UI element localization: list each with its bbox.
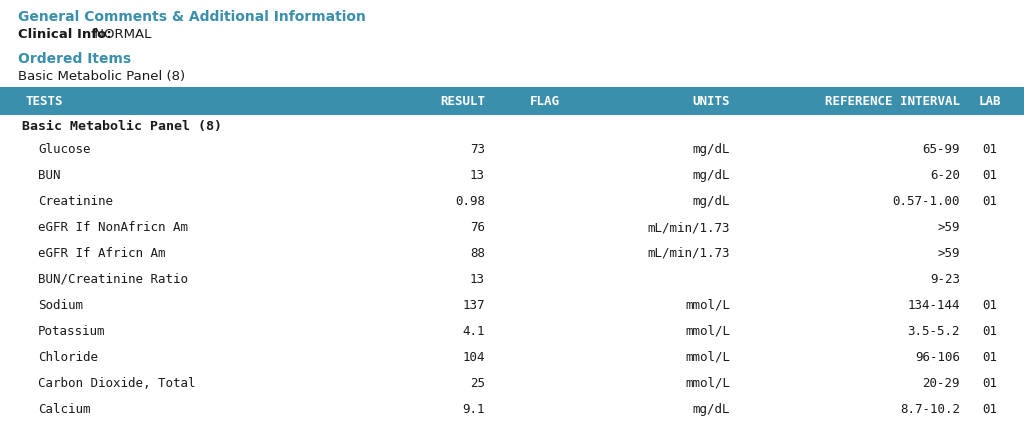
Text: Basic Metabolic Panel (8): Basic Metabolic Panel (8) — [18, 70, 185, 83]
Text: BUN/Creatinine Ratio: BUN/Creatinine Ratio — [38, 273, 188, 286]
Text: eGFR If Africn Am: eGFR If Africn Am — [38, 247, 166, 260]
Text: mg/dL: mg/dL — [692, 169, 730, 182]
Text: 104: 104 — [463, 351, 485, 364]
Text: >59: >59 — [938, 221, 961, 234]
Text: 65-99: 65-99 — [923, 143, 961, 156]
Text: REFERENCE INTERVAL: REFERENCE INTERVAL — [825, 95, 961, 107]
Text: mmol/L: mmol/L — [685, 377, 730, 390]
Text: >59: >59 — [938, 247, 961, 260]
Text: 01: 01 — [982, 299, 997, 312]
Text: 13: 13 — [470, 169, 485, 182]
Text: mmol/L: mmol/L — [685, 299, 730, 312]
Text: Ordered Items: Ordered Items — [18, 52, 131, 66]
Text: 01: 01 — [982, 325, 997, 338]
Text: 96-106: 96-106 — [915, 351, 961, 364]
Text: 76: 76 — [470, 221, 485, 234]
Text: Creatinine: Creatinine — [38, 195, 113, 208]
Text: Clinical Info:: Clinical Info: — [18, 28, 112, 41]
Text: BUN: BUN — [38, 169, 60, 182]
Bar — [0, 87, 1024, 115]
Text: Calcium: Calcium — [38, 403, 90, 416]
Text: 134-144: 134-144 — [907, 299, 961, 312]
Text: 01: 01 — [982, 169, 997, 182]
Text: mmol/L: mmol/L — [685, 351, 730, 364]
Text: NORMAL: NORMAL — [90, 28, 152, 41]
Text: Chloride: Chloride — [38, 351, 98, 364]
Text: mmol/L: mmol/L — [685, 325, 730, 338]
Text: 0.57-1.00: 0.57-1.00 — [893, 195, 961, 208]
Text: Potassium: Potassium — [38, 325, 105, 338]
Text: 01: 01 — [982, 351, 997, 364]
Text: eGFR If NonAfricn Am: eGFR If NonAfricn Am — [38, 221, 188, 234]
Text: 137: 137 — [463, 299, 485, 312]
Text: 01: 01 — [982, 377, 997, 390]
Text: 3.5-5.2: 3.5-5.2 — [907, 325, 961, 338]
Text: 8.7-10.2: 8.7-10.2 — [900, 403, 961, 416]
Text: 73: 73 — [470, 143, 485, 156]
Text: mg/dL: mg/dL — [692, 143, 730, 156]
Text: 01: 01 — [982, 195, 997, 208]
Text: mL/min/1.73: mL/min/1.73 — [647, 221, 730, 234]
Text: 9.1: 9.1 — [463, 403, 485, 416]
Text: Glucose: Glucose — [38, 143, 90, 156]
Text: 01: 01 — [982, 403, 997, 416]
Text: 0.98: 0.98 — [455, 195, 485, 208]
Text: 4.1: 4.1 — [463, 325, 485, 338]
Text: 13: 13 — [470, 273, 485, 286]
Text: mg/dL: mg/dL — [692, 195, 730, 208]
Text: RESULT: RESULT — [440, 95, 485, 107]
Text: mg/dL: mg/dL — [692, 403, 730, 416]
Text: LAB: LAB — [979, 95, 1001, 107]
Text: 25: 25 — [470, 377, 485, 390]
Text: UNITS: UNITS — [692, 95, 730, 107]
Text: FLAG: FLAG — [530, 95, 560, 107]
Text: General Comments & Additional Information: General Comments & Additional Informatio… — [18, 10, 366, 24]
Text: 9-23: 9-23 — [930, 273, 961, 286]
Text: 88: 88 — [470, 247, 485, 260]
Text: 6-20: 6-20 — [930, 169, 961, 182]
Text: Carbon Dioxide, Total: Carbon Dioxide, Total — [38, 377, 196, 390]
Text: 01: 01 — [982, 143, 997, 156]
Text: TESTS: TESTS — [26, 95, 63, 107]
Text: 20-29: 20-29 — [923, 377, 961, 390]
Text: Sodium: Sodium — [38, 299, 83, 312]
Text: Basic Metabolic Panel (8): Basic Metabolic Panel (8) — [22, 120, 222, 133]
Text: mL/min/1.73: mL/min/1.73 — [647, 247, 730, 260]
